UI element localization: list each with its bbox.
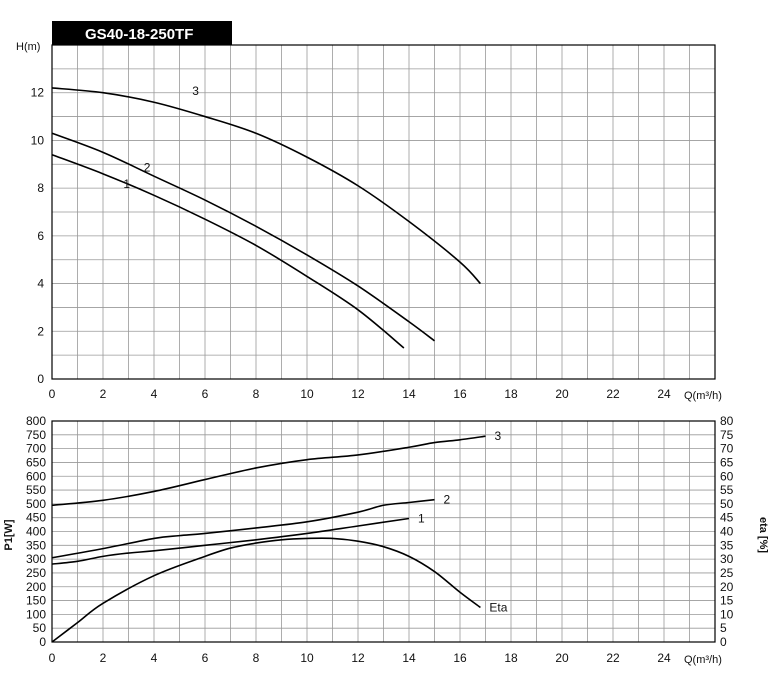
y-tick-label: 800 [26, 414, 46, 428]
curve-3 [51, 435, 486, 507]
curve-label-2: 2 [444, 493, 451, 507]
y-tick-label: 150 [26, 594, 46, 608]
x-tick-label: 8 [253, 387, 260, 401]
y2-tick-label: 75 [720, 428, 734, 442]
curve-eta [51, 537, 481, 643]
x-tick-label: 18 [504, 651, 518, 665]
x-tick-label: 6 [202, 387, 209, 401]
y-axis-title: H(m) [16, 41, 40, 53]
y-tick-label: 600 [26, 469, 46, 483]
x-tick-label: 16 [453, 387, 467, 401]
head-chart: 0 2 4 6 8 10 12 14 16 18 20 22 24024681012H(m)Q(m³/h… [16, 41, 722, 402]
curve-label-2: 2 [144, 160, 151, 174]
x-tick-label: 18 [504, 387, 518, 401]
y2-tick-label: 70 [720, 442, 734, 456]
curve-label-3: 3 [495, 429, 502, 443]
x-tick-label: 20 [555, 387, 569, 401]
y2-tick-label: 45 [720, 511, 734, 525]
y-tick-label: 0 [37, 372, 44, 386]
y2-tick-label: 40 [720, 525, 734, 539]
x-tick-label: 2 [100, 387, 107, 401]
y2-tick-label: 50 [720, 497, 734, 511]
x-tick-label: 8 [253, 651, 260, 665]
x-tick-label: 20 [555, 651, 569, 665]
x-tick-label: 22 [606, 387, 620, 401]
y-tick-label: 650 [26, 455, 46, 469]
x-axis-title: Q(m³/h) [684, 654, 722, 666]
curve-1 [51, 517, 410, 565]
x-tick-label: 0 [49, 387, 56, 401]
y-tick-label: 4 [37, 277, 44, 291]
x-tick-label: 4 [151, 651, 158, 665]
y-tick-label: 50 [33, 621, 47, 635]
y2-axis-title: eta [%] [757, 517, 769, 553]
y-tick-label: 350 [26, 538, 46, 552]
curve-label-3: 3 [192, 84, 199, 98]
y-tick-label: 100 [26, 607, 46, 621]
x-tick-label: 12 [351, 387, 365, 401]
y2-tick-label: 35 [720, 538, 734, 552]
y-axis-title: P1[W] [3, 519, 15, 551]
plot-frame [51, 420, 716, 643]
y-tick-label: 2 [37, 324, 44, 338]
y2-tick-label: 5 [720, 621, 727, 635]
y-tick-label: 300 [26, 552, 46, 566]
y-tick-label: 700 [26, 442, 46, 456]
y2-tick-label: 10 [720, 607, 734, 621]
y-tick-label: 400 [26, 525, 46, 539]
x-tick-label: 2 [100, 651, 107, 665]
y2-tick-label: 0 [720, 635, 727, 649]
curve-2 [51, 498, 435, 559]
x-tick-label: 0 [49, 651, 56, 665]
y-tick-label: 450 [26, 511, 46, 525]
y-tick-label: 12 [31, 86, 45, 100]
curve-3 [51, 87, 481, 285]
curve-label-1: 1 [123, 177, 130, 191]
y2-tick-label: 15 [720, 594, 734, 608]
y-tick-label: 10 [31, 133, 45, 147]
x-tick-label: 14 [402, 651, 416, 665]
y2-tick-label: 30 [720, 552, 734, 566]
x-tick-label: 4 [151, 387, 158, 401]
x-tick-label: 16 [453, 651, 467, 665]
title-background [52, 21, 232, 45]
power-efficiency-chart: 0 2 4 6 8 10 12 14 16 18 20 22 240501001502002503003… [3, 414, 769, 666]
y-tick-label: 750 [26, 428, 46, 442]
chart-title: GS40-18-250TF [85, 26, 193, 43]
x-tick-label: 24 [657, 387, 671, 401]
x-tick-label: 24 [657, 651, 671, 665]
y-tick-label: 550 [26, 483, 46, 497]
y2-tick-label: 60 [720, 469, 734, 483]
y-tick-label: 0 [39, 635, 46, 649]
curve-1 [51, 153, 405, 349]
x-tick-label: 22 [606, 651, 620, 665]
curve-2 [51, 132, 435, 342]
x-tick-label: 12 [351, 651, 365, 665]
y-tick-label: 250 [26, 566, 46, 580]
y2-tick-label: 55 [720, 483, 734, 497]
y-tick-label: 200 [26, 580, 46, 594]
y2-tick-label: 25 [720, 566, 734, 580]
curve-label-1: 1 [418, 512, 425, 526]
y-tick-label: 500 [26, 497, 46, 511]
y2-tick-label: 65 [720, 455, 734, 469]
y-tick-label: 8 [37, 181, 44, 195]
y-tick-label: 6 [37, 229, 44, 243]
x-tick-label: 10 [300, 387, 314, 401]
y2-tick-label: 20 [720, 580, 734, 594]
x-axis-title: Q(m³/h) [684, 390, 722, 402]
curve-label-eta: Eta [489, 600, 507, 614]
y2-tick-label: 80 [720, 414, 734, 428]
x-tick-label: 14 [402, 387, 416, 401]
x-tick-label: 6 [202, 651, 209, 665]
plot-frame [51, 44, 716, 380]
x-tick-label: 10 [300, 651, 314, 665]
